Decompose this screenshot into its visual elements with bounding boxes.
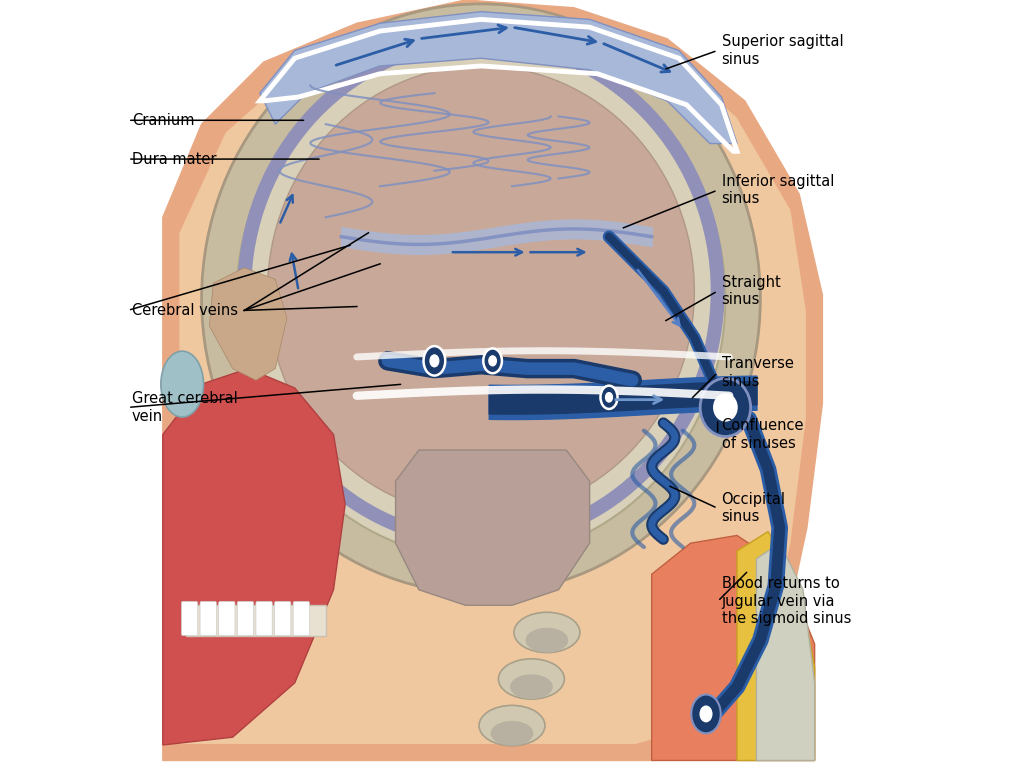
Text: Confluence
of sinuses: Confluence of sinuses xyxy=(722,418,804,451)
FancyBboxPatch shape xyxy=(219,601,234,636)
Ellipse shape xyxy=(700,706,712,722)
Ellipse shape xyxy=(605,393,612,402)
Polygon shape xyxy=(209,268,287,380)
Polygon shape xyxy=(186,605,326,636)
Polygon shape xyxy=(163,0,822,760)
FancyBboxPatch shape xyxy=(274,601,291,636)
Ellipse shape xyxy=(202,4,760,594)
Ellipse shape xyxy=(510,674,553,699)
Text: Tranverse
sinus: Tranverse sinus xyxy=(722,356,794,389)
Ellipse shape xyxy=(424,346,445,376)
Polygon shape xyxy=(737,532,815,760)
Text: Blood returns to
jugular vein via
the sigmoid sinus: Blood returns to jugular vein via the si… xyxy=(722,577,851,626)
Polygon shape xyxy=(651,535,815,760)
Text: Cerebral veins: Cerebral veins xyxy=(132,303,238,318)
Text: Straight
sinus: Straight sinus xyxy=(722,275,780,307)
Polygon shape xyxy=(260,12,737,144)
Text: Great cerebral
vein: Great cerebral vein xyxy=(132,391,238,424)
Ellipse shape xyxy=(237,39,725,559)
Ellipse shape xyxy=(691,695,721,733)
Ellipse shape xyxy=(267,66,694,516)
Text: Dura mater: Dura mater xyxy=(132,151,216,167)
Ellipse shape xyxy=(490,721,534,746)
Ellipse shape xyxy=(488,356,497,365)
FancyBboxPatch shape xyxy=(181,601,198,636)
Ellipse shape xyxy=(525,628,568,653)
Ellipse shape xyxy=(161,351,204,417)
Ellipse shape xyxy=(499,659,564,699)
FancyBboxPatch shape xyxy=(256,601,272,636)
FancyBboxPatch shape xyxy=(200,601,216,636)
FancyBboxPatch shape xyxy=(238,601,254,636)
Ellipse shape xyxy=(479,705,545,746)
Ellipse shape xyxy=(600,386,617,409)
Ellipse shape xyxy=(700,379,751,436)
Ellipse shape xyxy=(483,348,502,373)
Text: Superior sagittal
sinus: Superior sagittal sinus xyxy=(722,34,843,67)
Polygon shape xyxy=(163,369,345,745)
Polygon shape xyxy=(757,543,815,760)
Text: Inferior sagittal
sinus: Inferior sagittal sinus xyxy=(722,174,834,206)
FancyBboxPatch shape xyxy=(293,601,309,636)
Polygon shape xyxy=(395,450,590,605)
Polygon shape xyxy=(178,8,807,745)
Ellipse shape xyxy=(430,355,438,367)
Text: Occipital
sinus: Occipital sinus xyxy=(722,492,785,525)
Ellipse shape xyxy=(714,394,737,421)
Ellipse shape xyxy=(514,612,580,653)
Text: Cranium: Cranium xyxy=(132,113,195,128)
